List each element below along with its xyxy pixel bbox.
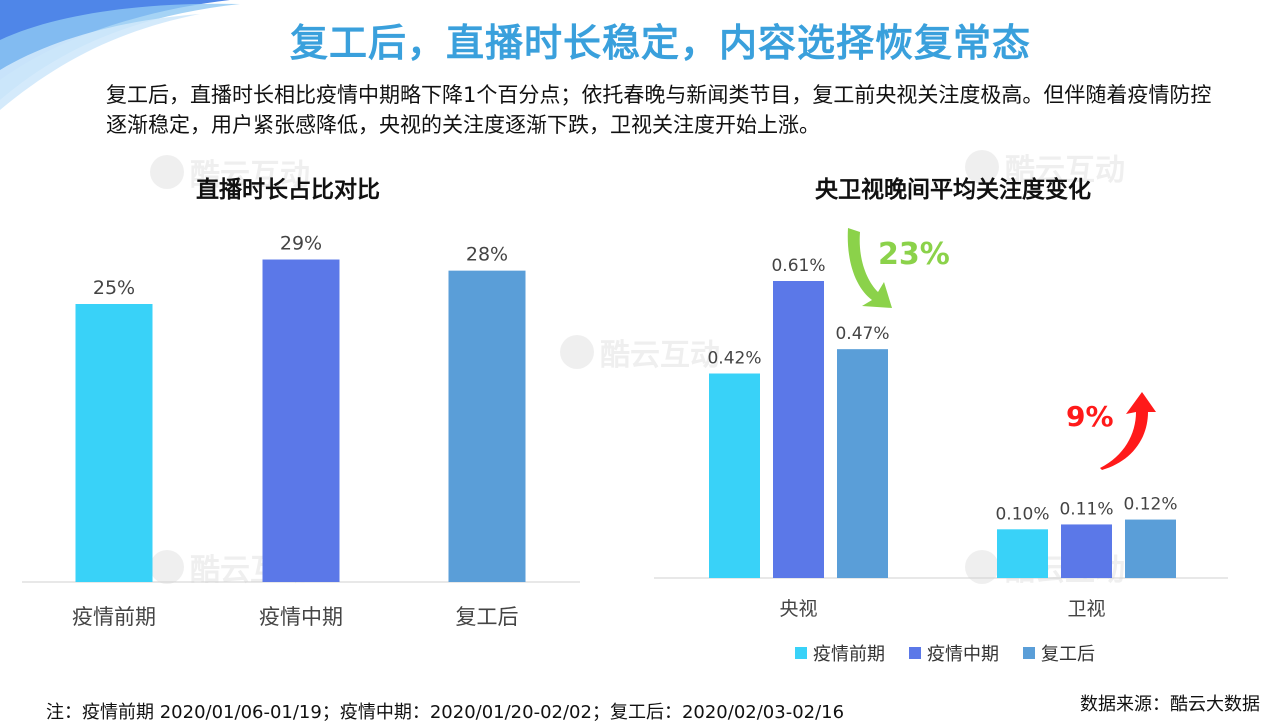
data-label: 0.11%: [1059, 499, 1113, 519]
data-label: 29%: [280, 233, 322, 255]
x-tick-label: 疫情前期: [72, 605, 156, 629]
legend-label: 疫情前期: [813, 644, 885, 665]
bar-1: [75, 304, 153, 582]
bar-1-1: [709, 373, 760, 578]
footnote: 注：疫情前期 2020/01/06-01/19；疫情中期：2020/01/20-…: [46, 702, 845, 723]
watermark-logo: 酷云互动: [560, 330, 720, 374]
corner-decoration: [0, 0, 240, 110]
decrease-label: 23%: [878, 237, 950, 272]
watermark-text: 酷云互动: [1005, 153, 1125, 188]
duration-share-chart: 25% 疫情前期 29% 疫情中期 28% 复工后: [22, 233, 580, 629]
legend-label: 疫情中期: [927, 644, 999, 665]
data-label: 0.61%: [771, 256, 825, 276]
legend-item: 疫情前期: [795, 640, 885, 666]
watermark-text: 酷云互动: [600, 338, 720, 373]
decrease-arrow-icon: [847, 228, 892, 308]
legend-swatch: [795, 647, 807, 659]
bar-1-2: [773, 281, 824, 578]
data-label: 25%: [93, 277, 135, 299]
increase-arrow-icon: [1100, 392, 1156, 470]
x-tick-label: 卫视: [1067, 598, 1105, 620]
legend-label: 复工后: [1041, 644, 1095, 665]
x-tick-label: 央视: [779, 598, 817, 620]
watermark-icon: [150, 155, 184, 189]
watermark-icon: [560, 335, 594, 369]
right-chart-title: 央卫视晚间平均关注度变化: [815, 177, 1091, 203]
page-description: 复工后，直播时长相比疫情中期略下降1个百分点；依托春晚与新闻类节目，复工前央视关…: [106, 83, 1212, 137]
legend-item: 疫情中期: [909, 640, 999, 666]
attention-legend: 疫情前期 疫情中期 复工后: [795, 640, 1095, 666]
data-label: 0.47%: [835, 324, 889, 344]
bar-2: [262, 259, 340, 582]
bar-3: [448, 270, 526, 582]
page-title: 复工后，直播时长稳定，内容选择恢复常态: [290, 21, 1032, 65]
legend-item: 复工后: [1023, 640, 1095, 666]
watermark-logo: 酷云互动: [965, 145, 1125, 189]
data-label: 28%: [466, 244, 508, 266]
legend-swatch: [909, 647, 921, 659]
bar-1-3: [837, 349, 888, 578]
watermark-icon: [965, 150, 999, 184]
watermark-text: 酷云互动: [190, 158, 310, 193]
bar-2-1: [997, 529, 1048, 578]
data-label: 0.10%: [995, 504, 1049, 524]
bar-2-2: [1061, 524, 1112, 578]
data-source: 数据来源：酷云大数据: [1080, 694, 1260, 715]
x-tick-label: 疫情中期: [259, 605, 343, 629]
watermark-logo: 酷云互动: [150, 150, 310, 194]
data-label: 0.12%: [1123, 495, 1177, 515]
watermark-icon: [150, 550, 184, 584]
left-chart-title: 直播时长占比对比: [196, 177, 380, 203]
data-label: 0.42%: [707, 349, 761, 369]
increase-label: 9%: [1066, 400, 1114, 433]
x-tick-label: 复工后: [456, 605, 519, 629]
legend-swatch: [1023, 647, 1035, 659]
attention-change-chart: 0.42% 0.61% 0.47% 央视 0.10% 0.11% 0.12% 卫视 23% 9%: [654, 228, 1228, 620]
bar-2-3: [1125, 519, 1176, 578]
